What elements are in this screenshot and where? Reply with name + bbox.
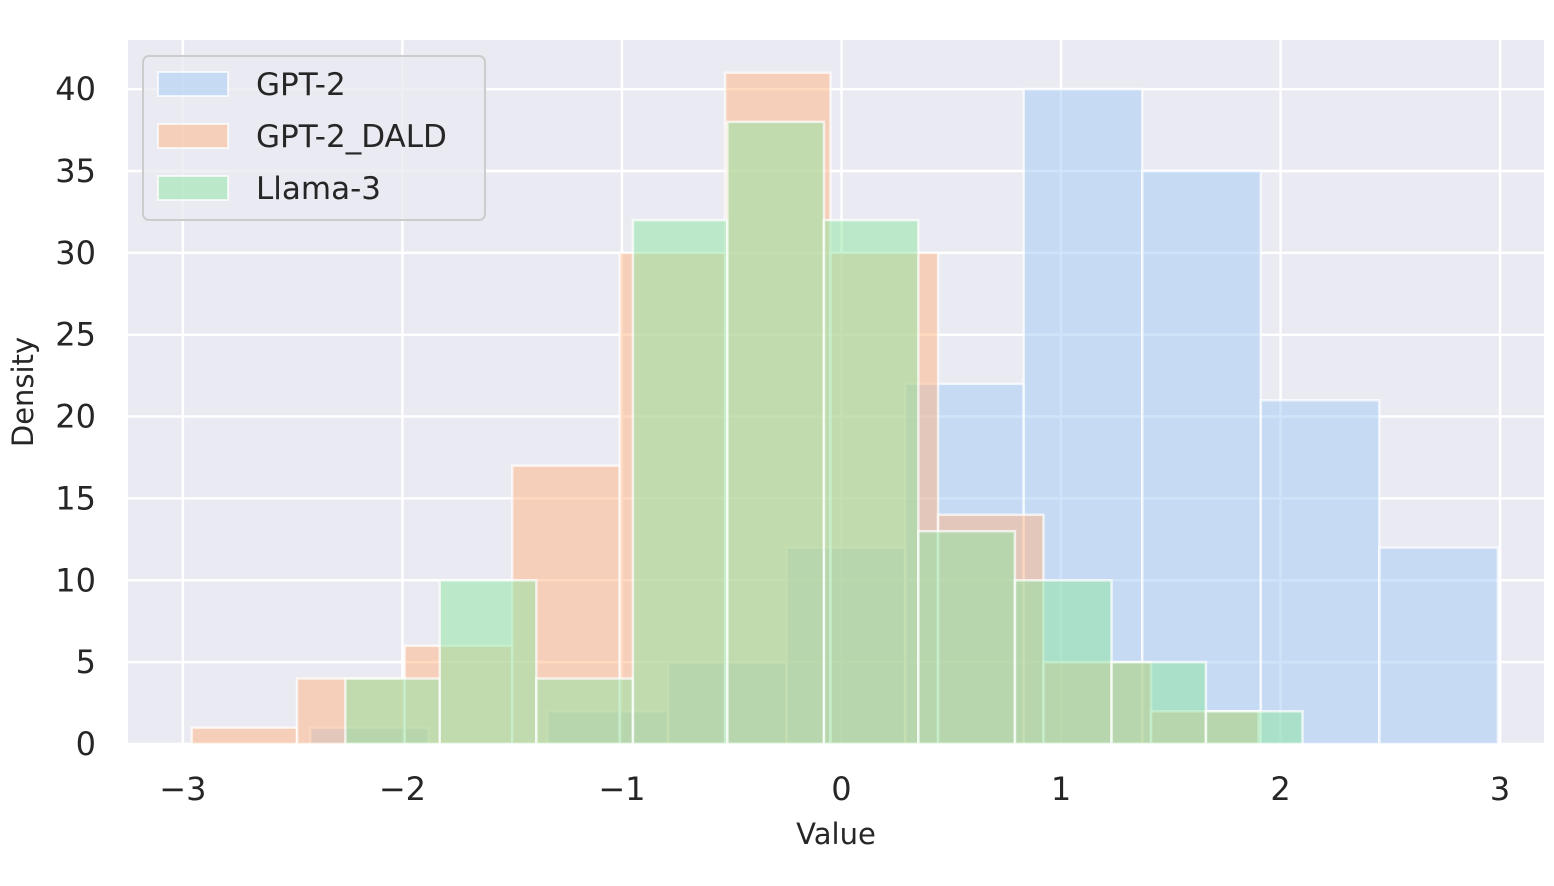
legend-label: Llama-3 — [256, 171, 381, 207]
histogram-bar — [917, 529, 1017, 746]
x-tick-label: 2 — [1270, 770, 1290, 808]
y-tick-label: 15 — [55, 479, 96, 517]
legend-swatch — [157, 123, 229, 149]
histogram-bar — [1013, 579, 1113, 746]
legend-swatch — [157, 71, 229, 97]
y-tick-label: 25 — [55, 316, 96, 354]
y-tick-label: 20 — [55, 398, 96, 436]
legend-label: GPT-2 — [256, 67, 346, 103]
histogram-bars — [190, 71, 1500, 746]
x-tick-label: 1 — [1051, 770, 1071, 808]
y-tick-labels: 0 5 10 15 20 25 30 35 40 — [55, 70, 96, 763]
histogram-bar — [535, 677, 635, 746]
series-llama-3 — [344, 120, 1304, 746]
histogram-bar — [1141, 169, 1263, 746]
histogram-bar — [726, 120, 826, 746]
x-tick-label: −3 — [159, 770, 206, 808]
legend-swatch — [157, 175, 229, 201]
x-axis-label: Value — [796, 817, 876, 851]
y-tick-label: 0 — [76, 725, 96, 763]
histogram-bar — [1204, 710, 1304, 746]
x-tick-labels: −3 −2 −1 0 1 2 3 — [159, 770, 1510, 808]
y-axis-label: Density — [6, 337, 40, 447]
x-tick-label: 3 — [1490, 770, 1510, 808]
y-tick-label: 5 — [76, 643, 96, 681]
histogram-bar — [1110, 660, 1208, 746]
histogram-bar — [631, 218, 729, 746]
y-tick-label: 10 — [55, 561, 96, 599]
x-tick-label: −2 — [379, 770, 426, 808]
legend-label: GPT-2_DALD — [256, 119, 447, 155]
x-tick-label: 0 — [831, 770, 851, 808]
legend: GPT-2 GPT-2_DALD Llama-3 — [142, 55, 486, 221]
y-tick-label: 40 — [55, 70, 96, 108]
y-tick-label: 35 — [55, 152, 96, 190]
histogram-bar — [1378, 546, 1500, 746]
y-tick-label: 30 — [55, 234, 96, 272]
histogram-bar — [1259, 398, 1381, 746]
histogram-bar — [344, 677, 441, 746]
histogram-bar — [190, 726, 299, 746]
histogram-bar — [438, 579, 538, 746]
x-tick-label: −1 — [598, 770, 645, 808]
histogram-bar — [822, 218, 920, 746]
